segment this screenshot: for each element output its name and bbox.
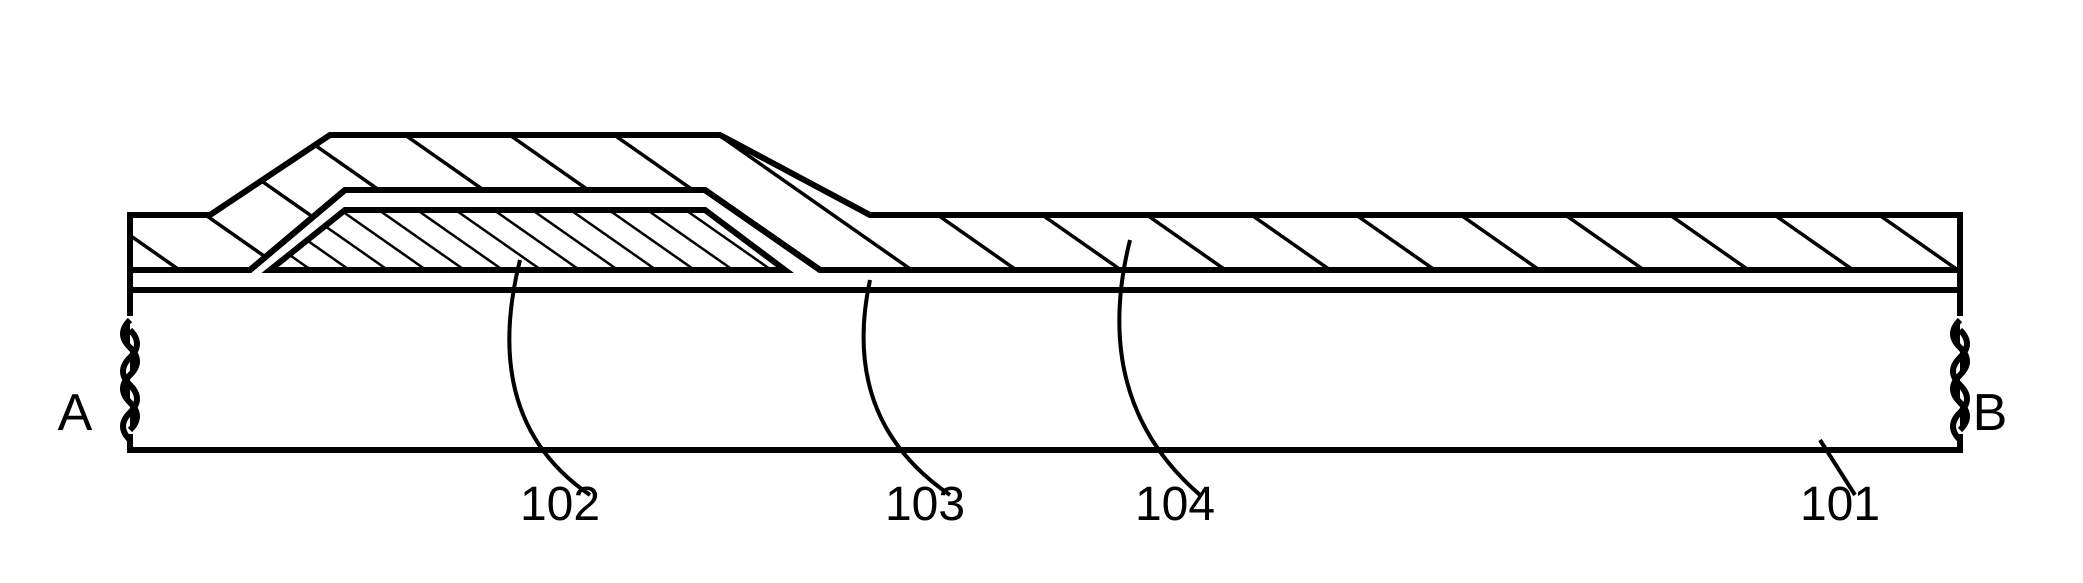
label-103: 103 (885, 478, 965, 531)
label-104: 104 (1135, 478, 1215, 531)
label-102: 102 (520, 478, 600, 531)
layer-101-substrate (130, 290, 1960, 450)
label-B: B (1973, 384, 2008, 442)
label-A: A (58, 384, 93, 442)
label-101: 101 (1800, 478, 1880, 531)
layer-102-gate (270, 210, 785, 270)
